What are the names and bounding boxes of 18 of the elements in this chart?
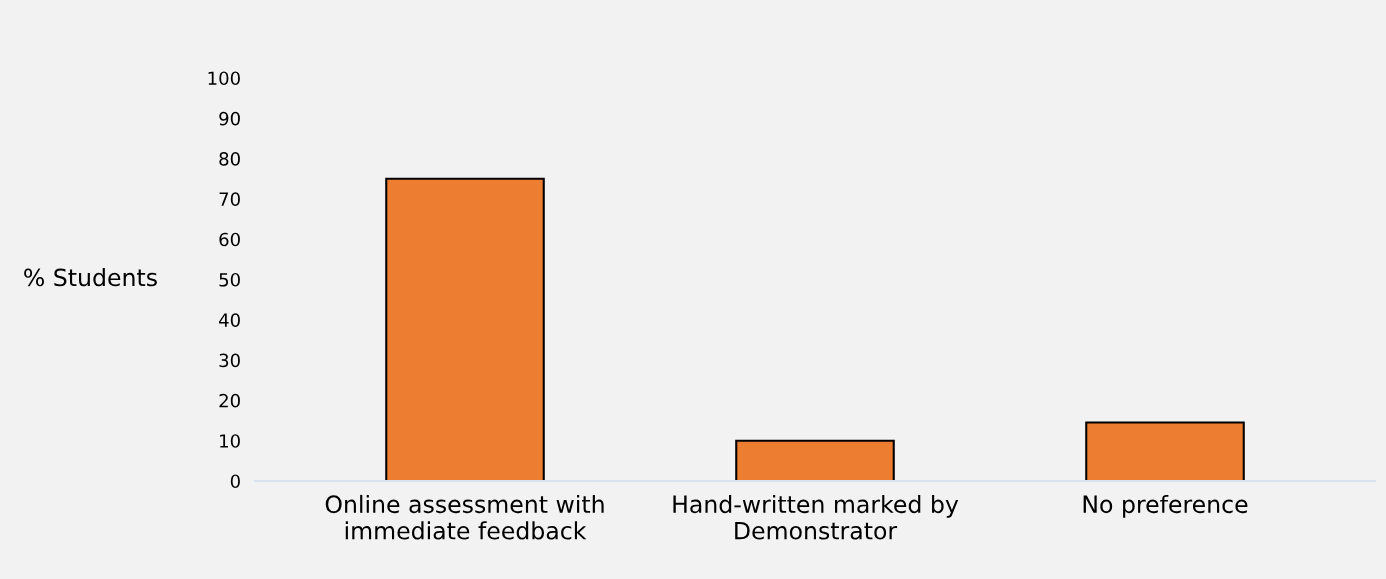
bar	[385, 177, 545, 481]
y-tick-label: 60	[219, 232, 240, 247]
y-tick-label: 100	[208, 71, 240, 86]
bar	[735, 439, 895, 481]
y-tick-label: 50	[219, 272, 240, 287]
y-tick-label: 0	[230, 474, 240, 489]
x-tick-label: No preference	[1083, 494, 1248, 518]
y-tick-label: 90	[219, 111, 240, 126]
y-tick-label: 20	[219, 393, 240, 408]
x-tick-label: Online assessment with immediate feedback	[325, 494, 604, 540]
y-tick-label: 40	[219, 313, 240, 327]
x-tick-label: Hand-written marked by Demonstrator	[673, 494, 959, 540]
bar	[1085, 421, 1245, 481]
y-tick-label: 70	[219, 192, 240, 207]
y-tick-label: 30	[219, 353, 240, 368]
y-tick-label: 10	[220, 434, 240, 448]
y-axis-title: % Students	[24, 268, 157, 287]
y-tick-label: 80	[219, 152, 240, 166]
